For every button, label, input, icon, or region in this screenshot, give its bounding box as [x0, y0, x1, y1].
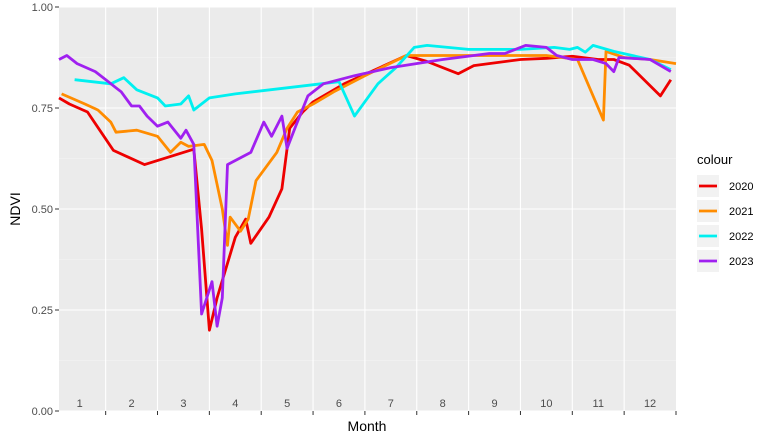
month-label: 4 — [232, 398, 238, 410]
legend-label-2023: 2023 — [729, 256, 753, 268]
month-label: 7 — [388, 398, 394, 410]
legend-label-2022: 2022 — [729, 231, 753, 243]
y-tick-label: 0.75 — [32, 103, 53, 115]
month-label: 5 — [284, 398, 290, 410]
legend-label-2021: 2021 — [729, 206, 753, 218]
series-lines — [58, 44, 677, 332]
month-label: 3 — [180, 398, 186, 410]
y-tick-label: 0.00 — [32, 406, 53, 418]
legend-title: colour — [697, 152, 733, 167]
y-axis: 0.00 0.25 0.50 0.75 1.00 — [32, 2, 59, 418]
month-label: 1 — [77, 398, 83, 410]
month-label: 2 — [129, 398, 135, 410]
x-axis-title: Month — [348, 418, 387, 434]
y-tick-label: 1.00 — [32, 2, 53, 14]
month-label: 9 — [491, 398, 497, 410]
series-line-2022 — [74, 44, 672, 118]
series-line-2020 — [58, 54, 672, 332]
month-label: 11 — [593, 398, 604, 410]
legend-label-2020: 2020 — [729, 181, 753, 193]
legend: colour 2020 2021 2022 2023 — [697, 152, 753, 272]
series-line-2023 — [58, 44, 672, 328]
month-label: 6 — [336, 398, 342, 410]
y-tick-label: 0.25 — [32, 305, 53, 317]
month-label: 12 — [644, 398, 656, 410]
y-axis-title: NDVI — [7, 192, 23, 225]
month-label: 8 — [440, 398, 446, 410]
x-axis — [105, 411, 677, 415]
grid-major — [59, 6, 676, 412]
y-tick-label: 0.50 — [32, 204, 53, 216]
month-label: 10 — [540, 398, 552, 410]
month-labels: 1 2 3 4 5 6 7 8 9 10 11 12 — [77, 398, 657, 410]
